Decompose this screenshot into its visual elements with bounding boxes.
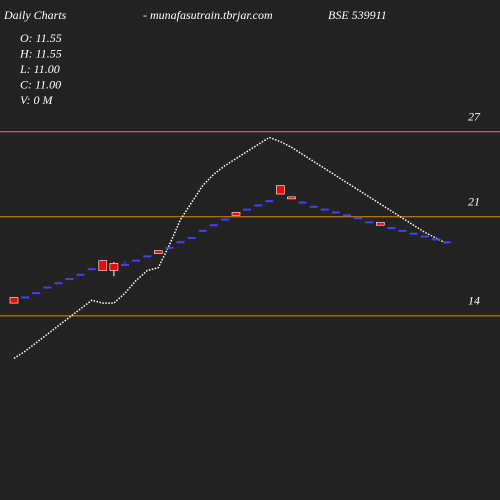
candle-body [32, 292, 41, 295]
y-tick-label: 21 [468, 194, 480, 208]
candle-body [276, 185, 285, 195]
candle-body [265, 200, 274, 203]
chart-subtitle: - munafasutrain.tbrjar.com [143, 8, 273, 22]
candle-body [121, 263, 129, 266]
candle-body [54, 282, 63, 285]
candle-body [143, 255, 152, 258]
candle-body [354, 217, 363, 220]
candle-body [76, 273, 85, 276]
candle-body [365, 221, 374, 224]
candle-body [187, 236, 196, 239]
candle-body [375, 222, 385, 226]
candle-body [298, 201, 307, 204]
candle-body [431, 238, 440, 241]
candle-body [254, 204, 263, 207]
candle-body [231, 212, 241, 216]
candle-body [21, 296, 30, 299]
ohlc-info: H: 11.55 [19, 46, 62, 60]
y-tick-label: 27 [468, 109, 481, 123]
candle-body [132, 259, 141, 262]
ohlc-info: L: 11.00 [19, 62, 60, 76]
candle-body [176, 241, 185, 244]
ohlc-info: C: 11.00 [20, 77, 61, 91]
candle-body [309, 205, 318, 208]
chart-title: Daily Charts [3, 8, 67, 22]
candle-body [331, 211, 340, 214]
candle-body [420, 235, 429, 238]
candle-body [109, 263, 119, 271]
ohlc-info: O: 11.55 [20, 31, 62, 45]
candle-body [287, 196, 296, 200]
candle-body [198, 229, 207, 232]
candle-body [87, 268, 96, 271]
y-tick-label: 14 [468, 294, 480, 308]
price-line [13, 136, 448, 359]
candle-body [387, 227, 396, 230]
candle-body [220, 218, 229, 221]
candle-body [165, 246, 174, 249]
candle-body [320, 208, 329, 211]
candle-body [43, 286, 52, 289]
candle-body [409, 232, 418, 235]
candle-body [398, 229, 407, 232]
symbol: BSE 539911 [328, 8, 387, 22]
candle-body [98, 260, 108, 271]
candle-body [209, 224, 218, 227]
candle-body [343, 214, 351, 217]
candle-body [9, 297, 19, 304]
candle-body [442, 241, 451, 244]
candle-body [243, 208, 252, 211]
candle-body [65, 278, 74, 281]
ohlc-info: V: 0 M [20, 93, 54, 107]
candle-body [154, 250, 163, 254]
